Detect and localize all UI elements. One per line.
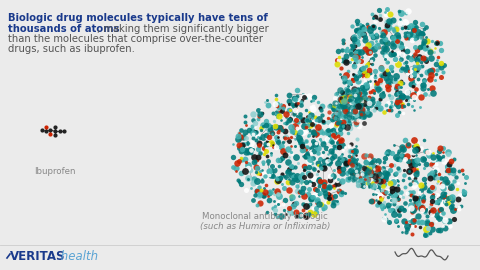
Text: drugs, such as ibuprofen.: drugs, such as ibuprofen. [8,45,135,55]
Text: Monoclonal antibody biologic: Monoclonal antibody biologic [202,212,328,221]
Text: VERITAS: VERITAS [10,250,65,263]
Text: Biologic drug molecules typically have tens of: Biologic drug molecules typically have t… [8,13,268,23]
Text: , making them significantly bigger: , making them significantly bigger [97,23,269,33]
Text: health: health [57,250,98,263]
Text: thousands of atoms: thousands of atoms [8,23,120,33]
Text: Ibuprofen: Ibuprofen [34,167,76,176]
Text: (such as Humira or Infliximab): (such as Humira or Infliximab) [200,222,330,231]
Text: than the molecules that comprise over-the-counter: than the molecules that comprise over-th… [8,34,263,44]
